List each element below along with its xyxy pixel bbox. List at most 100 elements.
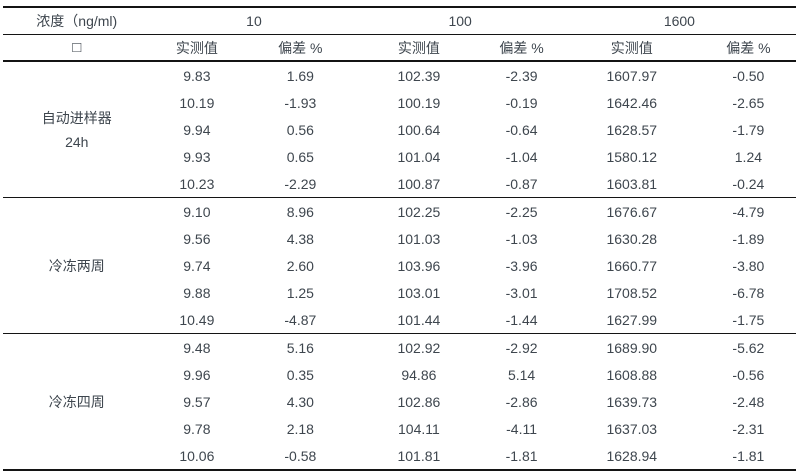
table-row: 10.19 -1.93 100.19 -0.19 1642.46 -2.65 — [3, 89, 796, 116]
concentration-unit-label: 浓度（ng/ml) — [3, 7, 151, 35]
deviation-value-cell: 8.96 — [243, 197, 358, 225]
measured-value-cell: 101.04 — [397, 148, 441, 165]
measured-value-cell: 100.87 — [397, 175, 441, 192]
deviation-value-cell: -2.39 — [505, 67, 538, 84]
deviation-value-cell: -3.01 — [505, 284, 538, 301]
measured-value-header: 实测值 — [150, 34, 244, 62]
concentration-level-1600: 1600 — [562, 7, 796, 35]
table-header: 浓度（ng/ml) 10 100 1600 □ 实测值 偏差 % 实测值 偏差 … — [3, 7, 796, 62]
table-row: 9.94 0.56 100.64 -0.64 1628.57 -1.79 — [3, 116, 796, 143]
deviation-value-cell: -6.78 — [732, 284, 765, 301]
measured-value-cell: 1603.81 — [606, 175, 658, 192]
header-row-concentration: 浓度（ng/ml) 10 100 1600 — [3, 7, 796, 35]
deviation-value-cell: -0.64 — [505, 121, 538, 138]
deviation-value-cell: -1.79 — [732, 121, 765, 138]
measured-value-cell: 102.39 — [397, 67, 441, 84]
deviation-value-cell: -4.87 — [284, 311, 317, 328]
deviation-value-cell: -0.19 — [505, 94, 538, 111]
measured-value-cell: 9.96 — [183, 366, 211, 383]
deviation-value-cell: -0.58 — [284, 447, 317, 464]
deviation-value-cell: 2.60 — [286, 257, 314, 274]
measured-value-cell: 102.86 — [397, 393, 441, 410]
measured-value-cell: 9.56 — [183, 230, 211, 247]
table-row: 冷冻两周 9.10 8.96 102.25 -2.25 1676.67 -4.79 — [3, 197, 796, 334]
measured-value-cell: 101.81 — [397, 447, 441, 464]
measured-value-cell: 9.10 — [150, 197, 244, 225]
deviation-value-cell: -2.65 — [732, 94, 765, 111]
measured-value-cell: 103.01 — [397, 284, 441, 301]
deviation-value-cell: -2.48 — [732, 393, 765, 410]
table-row: 自动进样器 24h 9.83 1.69 102.39 -2.39 1607.97 -0.50 — [3, 61, 796, 150]
measured-value-cell: 9.93 — [183, 148, 211, 165]
deviation-value-cell: 0.35 — [286, 366, 314, 383]
deviation-value-cell: 0.56 — [286, 121, 314, 138]
deviation-value-cell: -1.93 — [284, 94, 317, 111]
deviation-header: 偏差 % — [243, 34, 358, 62]
measured-value-cell: 103.96 — [397, 257, 441, 274]
measured-value-cell: 102.25 — [357, 197, 481, 225]
measured-value-cell: 10.23 — [179, 175, 215, 192]
deviation-value-cell: -3.80 — [732, 257, 765, 274]
measured-value-cell: 9.74 — [183, 257, 211, 274]
measured-value-cell: 9.78 — [183, 420, 211, 437]
deviation-value-cell: 1.25 — [286, 284, 314, 301]
deviation-value-cell: -2.29 — [284, 175, 317, 192]
deviation-value-cell: -0.56 — [732, 366, 765, 383]
measured-value-cell: 104.11 — [398, 420, 440, 437]
deviation-value-cell: -1.81 — [732, 447, 765, 464]
condition-group-label-line: 冷冻四周 — [48, 393, 105, 410]
measured-value-cell: 101.03 — [397, 230, 441, 247]
deviation-value-cell: 2.18 — [286, 420, 314, 437]
table-row: 9.74 2.60 103.96 -3.96 1660.77 -3.80 — [3, 252, 796, 279]
stability-data-table: 浓度（ng/ml) 10 100 1600 □ 实测值 偏差 % 实测值 偏差 … — [3, 6, 796, 471]
measured-value-cell: 1628.57 — [606, 121, 658, 138]
deviation-value-cell: 1.69 — [286, 67, 314, 84]
deviation-header: 偏差 % — [700, 34, 796, 62]
deviation-header: 偏差 % — [480, 34, 563, 62]
deviation-value-cell: -2.86 — [505, 393, 538, 410]
measured-value-cell: 1627.99 — [606, 311, 658, 328]
header-row-measures: □ 实测值 偏差 % 实测值 偏差 % 实测值 偏差 % — [3, 34, 796, 62]
table-row: 9.88 1.25 103.01 -3.01 1708.52 -6.78 — [3, 279, 796, 306]
table-row: 9.78 2.18 104.11 -4.11 1637.03 -2.31 — [3, 415, 796, 442]
deviation-value-cell: -1.44 — [505, 311, 538, 328]
table-row: 10.49 -4.87 101.44 -1.44 1627.99 -1.75 — [3, 306, 796, 334]
deviation-value-cell: -5.62 — [700, 333, 796, 361]
measured-value-cell: 10.19 — [179, 94, 215, 111]
deviation-value-cell: -2.25 — [480, 197, 563, 225]
measured-value-cell: 1630.28 — [606, 230, 658, 247]
measured-value-cell: 10.49 — [179, 311, 215, 328]
condition-group-label-line: 自动进样器 — [41, 109, 112, 126]
measured-value-cell: 1676.67 — [562, 197, 701, 225]
measured-value-cell: 9.83 — [183, 67, 211, 84]
deviation-value-cell: -0.50 — [732, 67, 765, 84]
measured-value-cell: 1639.73 — [606, 393, 658, 410]
deviation-value-cell: -1.04 — [505, 148, 538, 165]
measured-value-cell: 9.57 — [183, 393, 211, 410]
measured-value-cell: 1689.90 — [562, 333, 701, 361]
measured-value-cell: 1580.12 — [606, 148, 658, 165]
deviation-value-cell: -1.89 — [732, 230, 765, 247]
measured-value-cell: 101.44 — [397, 311, 441, 328]
table-row: 冷冻四周 9.48 5.16 102.92 -2.92 1689.90 -5.62 — [3, 333, 796, 470]
table-row: 10.23 -2.29 100.87 -0.87 1603.81 -0.24 — [3, 170, 796, 198]
table-row: 9.57 4.30 102.86 -2.86 1639.73 -2.48 — [3, 388, 796, 415]
measured-value-cell: 1628.94 — [606, 447, 658, 464]
deviation-value-cell: 0.65 — [286, 148, 314, 165]
measured-value-cell: 102.92 — [357, 333, 481, 361]
deviation-value-cell: -2.92 — [480, 333, 563, 361]
deviation-value-cell: 5.14 — [507, 366, 536, 383]
condition-group-label: 自动进样器 24h — [3, 61, 150, 198]
measured-value-cell: 100.19 — [397, 94, 441, 111]
condition-group-label: 冷冻四周 — [3, 333, 151, 470]
measured-value-cell: 1660.77 — [606, 257, 658, 274]
deviation-value-cell: -1.81 — [505, 447, 538, 464]
table-row: 9.56 4.38 101.03 -1.03 1630.28 -1.89 — [3, 225, 796, 252]
measured-value-header: 实测值 — [562, 34, 701, 62]
deviation-value-cell: -4.11 — [506, 420, 538, 437]
measured-value-cell: 1642.46 — [606, 94, 658, 111]
placeholder-box-glyph: □ — [3, 34, 151, 62]
measured-value-cell: 100.64 — [397, 121, 441, 138]
deviation-value-cell: -2.31 — [732, 420, 765, 437]
measured-value-cell: 9.94 — [183, 121, 211, 138]
